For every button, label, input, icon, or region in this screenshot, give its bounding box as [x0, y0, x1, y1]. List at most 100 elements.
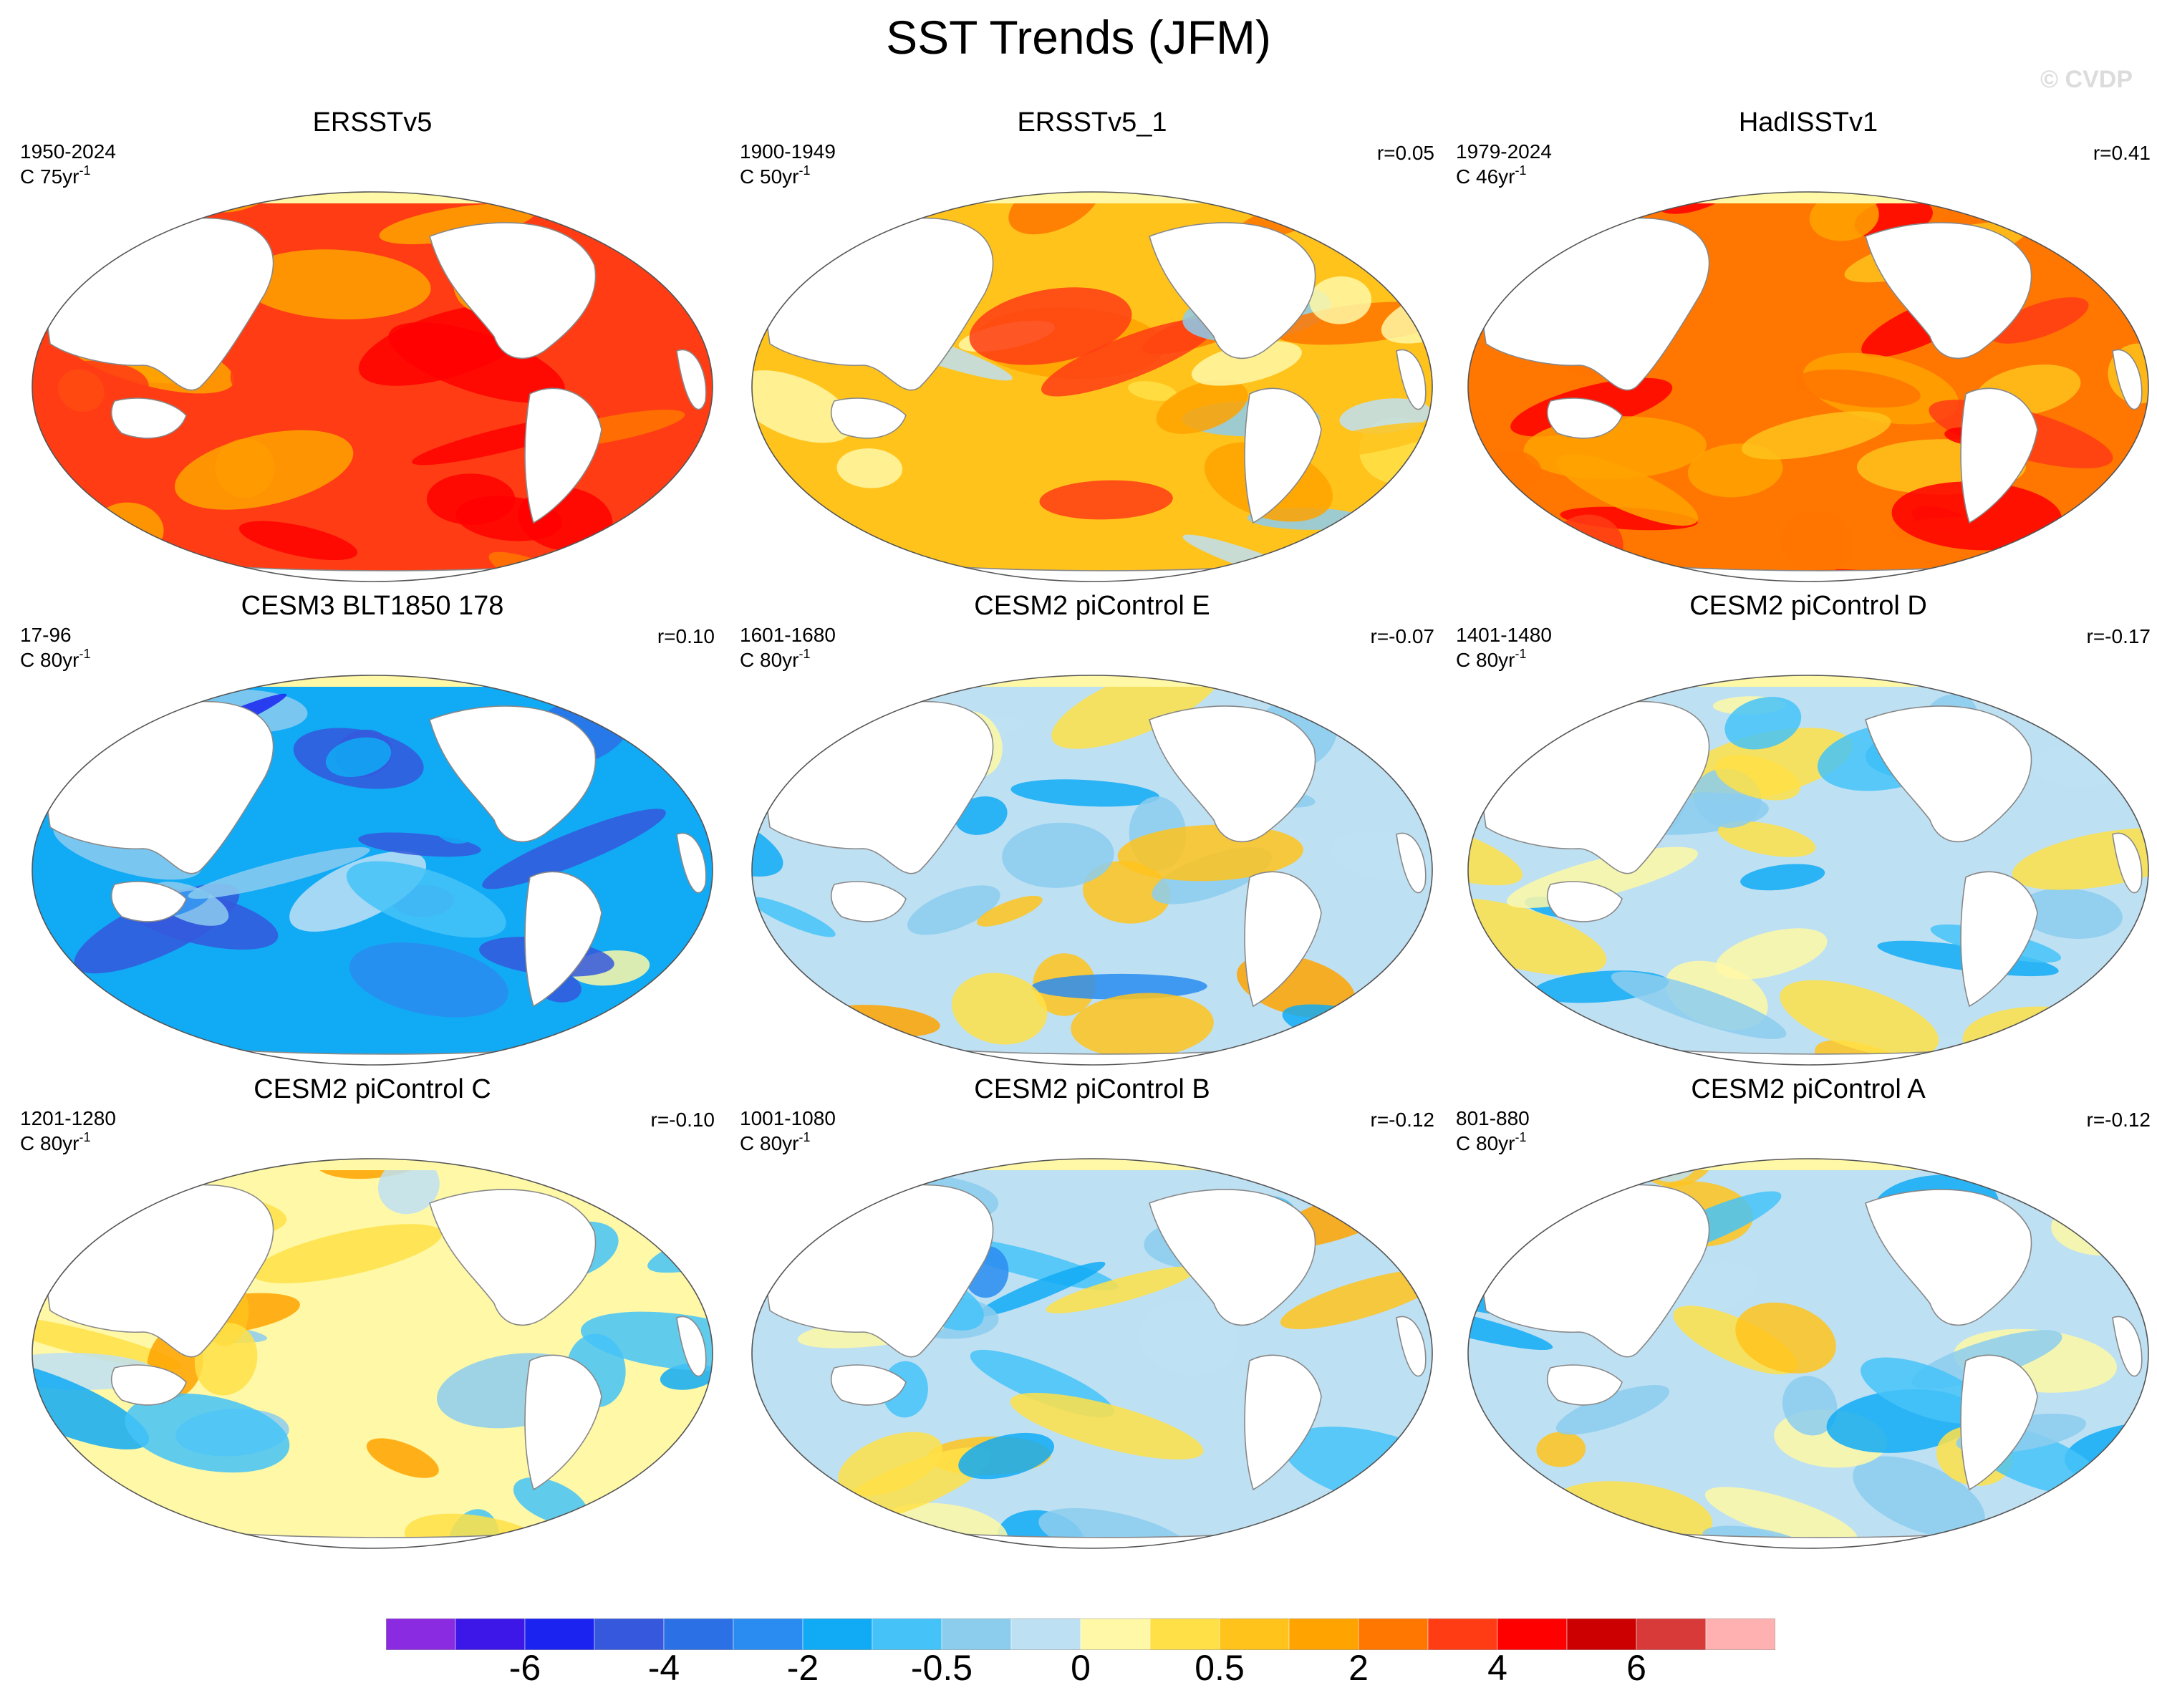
anomaly-region [1962, 1006, 2118, 1065]
land-mass [1396, 349, 1427, 410]
anomaly-region [1138, 1301, 1240, 1376]
panel-correlation: r=-0.07 [1370, 625, 1435, 647]
colorbar-swatch [1427, 1618, 1498, 1650]
anomaly-region [1861, 1357, 1989, 1424]
anomaly-region [1002, 822, 1114, 888]
map-border [751, 675, 1433, 1066]
anomaly-region [1735, 1302, 1836, 1374]
land-mass [1865, 705, 2032, 843]
colorbar-swatch [872, 1618, 942, 1650]
land-mass [830, 1364, 907, 1406]
anomaly-region [1381, 286, 1432, 344]
colorbar-tick-label: 0.5 [1195, 1648, 1245, 1688]
watermark: © CVDP [2040, 66, 2133, 93]
anomaly-region [32, 216, 67, 264]
land-mass [676, 1316, 707, 1377]
panel-units: C 50yr-1 [740, 163, 810, 188]
anomaly-region [976, 1261, 1106, 1317]
panel-units-text: C 46yr [1456, 165, 1515, 188]
anomaly-region [1782, 1376, 1838, 1436]
anomaly-region [1156, 380, 1248, 434]
anomaly-region [977, 895, 1043, 927]
land-mass [1244, 387, 1322, 524]
land-mass [1960, 871, 2038, 1008]
sst-trend-map [1467, 191, 2149, 582]
anomaly-region [2027, 1153, 2152, 1169]
sst-trend-map [32, 1158, 713, 1549]
anomaly-region [377, 1159, 440, 1215]
colorbar-labels: -6 -4 -2 -0.5 0 0.5 2 4 6 [0, 1647, 2157, 1697]
anomaly-region [29, 745, 30, 841]
land-mass [1149, 1189, 1316, 1326]
anomaly-region [1938, 1054, 2034, 1065]
colorbar-swatch [941, 1618, 1012, 1650]
colorbar-swatch [1497, 1618, 1568, 1650]
panel-units-text: C 80yr [20, 1132, 79, 1154]
land-mass [429, 705, 597, 843]
anomaly-region [793, 1033, 907, 1064]
anomaly-region [836, 448, 903, 488]
anomaly-region [325, 737, 392, 777]
panel-units: C 80yr-1 [740, 1130, 810, 1155]
colorbar-swatch [455, 1618, 526, 1650]
panel-units-exponent: -1 [79, 647, 91, 661]
land-mass [524, 1354, 602, 1491]
anomaly-region [428, 784, 487, 844]
colorbar-swatch [733, 1618, 804, 1650]
land-mass [676, 349, 707, 410]
anomaly-region [752, 370, 854, 443]
sst-trend-map [1467, 675, 2149, 1066]
panel-period: 801-880 [1456, 1107, 1530, 1129]
colorbar-swatch [663, 1618, 734, 1650]
land-mass [830, 397, 907, 439]
anomaly-region [1422, 1196, 1432, 1261]
colorbar-swatch [1288, 1618, 1359, 1650]
sst-trend-map [751, 191, 1433, 582]
anomaly-region [752, 897, 836, 937]
land-mass [1960, 387, 2038, 524]
panel-units-text: C 75yr [20, 165, 79, 188]
anomaly-region [1704, 1487, 1858, 1546]
land-mass [1546, 397, 1623, 439]
land-mass [1149, 705, 1316, 843]
anomaly-region [1128, 381, 1177, 401]
anomaly-region [349, 942, 508, 1018]
anomaly-region [1468, 811, 1523, 886]
land-mass [1149, 222, 1316, 360]
map-panel: CESM2 piControl E 1601-1680 C 80yr-1 r=-0.0… [734, 591, 1450, 1078]
anomaly-region [1294, 422, 1432, 459]
land-mass [429, 222, 597, 360]
map-panel: CESM2 piControl B 1001-1080 C 80yr-1 r=-0.1… [734, 1074, 1450, 1561]
panel-units: C 80yr-1 [1456, 1130, 1526, 1155]
map-border [32, 675, 713, 1066]
colorbar-swatch [1566, 1618, 1637, 1650]
panel-units-exponent: -1 [1515, 1130, 1527, 1144]
anomaly-region [346, 861, 506, 938]
land-mass [524, 387, 602, 524]
map-panel: CESM2 piControl D 1401-1480 C 80yr-1 r=-0.1… [1450, 591, 2157, 1078]
land-mass [429, 1189, 597, 1326]
land-mass [2112, 349, 2143, 410]
anomaly-region [1083, 861, 1171, 924]
panel-period: 1001-1080 [740, 1107, 836, 1129]
anomaly-region [1715, 928, 1828, 980]
panel-period: 17-96 [20, 624, 72, 646]
colorbar-swatch [594, 1618, 665, 1650]
panel-units-text: C 80yr [1456, 649, 1515, 671]
land-mass [1244, 871, 1322, 1008]
map-border [1467, 675, 2149, 1066]
panel-units-text: C 80yr [1456, 1132, 1515, 1154]
panel-period: 1601-1680 [740, 624, 836, 646]
anomaly-region [1010, 1392, 1204, 1460]
anomaly-region [238, 521, 358, 561]
anomaly-region [1191, 341, 1302, 386]
panel-correlation: r=-0.10 [650, 1109, 715, 1131]
colorbar-tick-label: 4 [1487, 1648, 1507, 1688]
land-mass [1335, 700, 1374, 738]
anomaly-region [752, 255, 792, 281]
anomaly-region [366, 1438, 439, 1478]
land-mass [1396, 1316, 1427, 1377]
anomaly-region [1740, 864, 1825, 891]
colorbar-swatch [1080, 1618, 1151, 1650]
sst-trend-map [751, 675, 1433, 1066]
